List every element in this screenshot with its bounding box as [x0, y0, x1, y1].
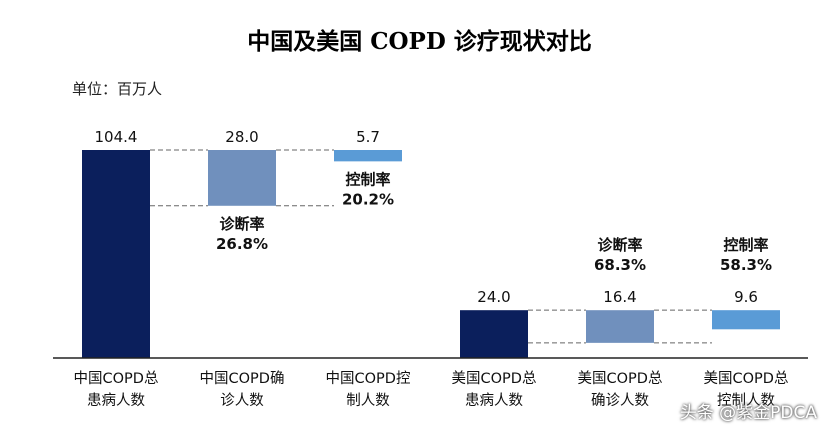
category-label: 美国COPD总 [578, 370, 663, 387]
category-label: 中国COPD总 [74, 370, 159, 387]
category-label: 患病人数 [465, 392, 523, 409]
bar-6 [712, 310, 780, 330]
unit-label: 单位：百万人 [72, 80, 163, 98]
category-label: 美国COPD总 [704, 370, 789, 387]
category-label: 中国COPD控 [326, 370, 411, 387]
category-label: 控制人数 [717, 392, 775, 409]
rate-value: 58.3% [720, 256, 772, 274]
rate-name: 控制率 [345, 170, 390, 188]
chart-title: 中国及美国 COPD 诊疗现状对比 [247, 28, 592, 55]
category-label: 确诊人数 [591, 392, 649, 409]
category-label: 美国COPD总 [452, 370, 537, 387]
rate-value: 68.3% [594, 256, 646, 274]
bar-1 [82, 150, 150, 358]
value-label: 16.4 [603, 288, 636, 306]
bar-2 [208, 150, 276, 206]
category-label: 中国COPD确 [200, 370, 285, 387]
rate-name: 诊断率 [597, 236, 642, 254]
bar-3 [334, 150, 402, 162]
category-label: 诊人数 [220, 392, 264, 409]
category-label: 患病人数 [87, 392, 145, 409]
value-label: 28.0 [225, 128, 258, 146]
watermark: 头条 @紫金PDCA [679, 403, 817, 423]
rate-value: 20.2% [342, 190, 394, 208]
value-label: 5.7 [356, 128, 380, 146]
bar-5 [586, 310, 654, 343]
value-label: 9.6 [734, 288, 758, 306]
bar-4 [460, 310, 528, 358]
value-label: 24.0 [477, 288, 510, 306]
rate-value: 26.8% [216, 235, 268, 253]
value-label: 104.4 [95, 128, 138, 146]
rate-name: 控制率 [723, 236, 768, 254]
category-label: 制人数 [346, 392, 390, 409]
rate-name: 诊断率 [219, 215, 264, 233]
